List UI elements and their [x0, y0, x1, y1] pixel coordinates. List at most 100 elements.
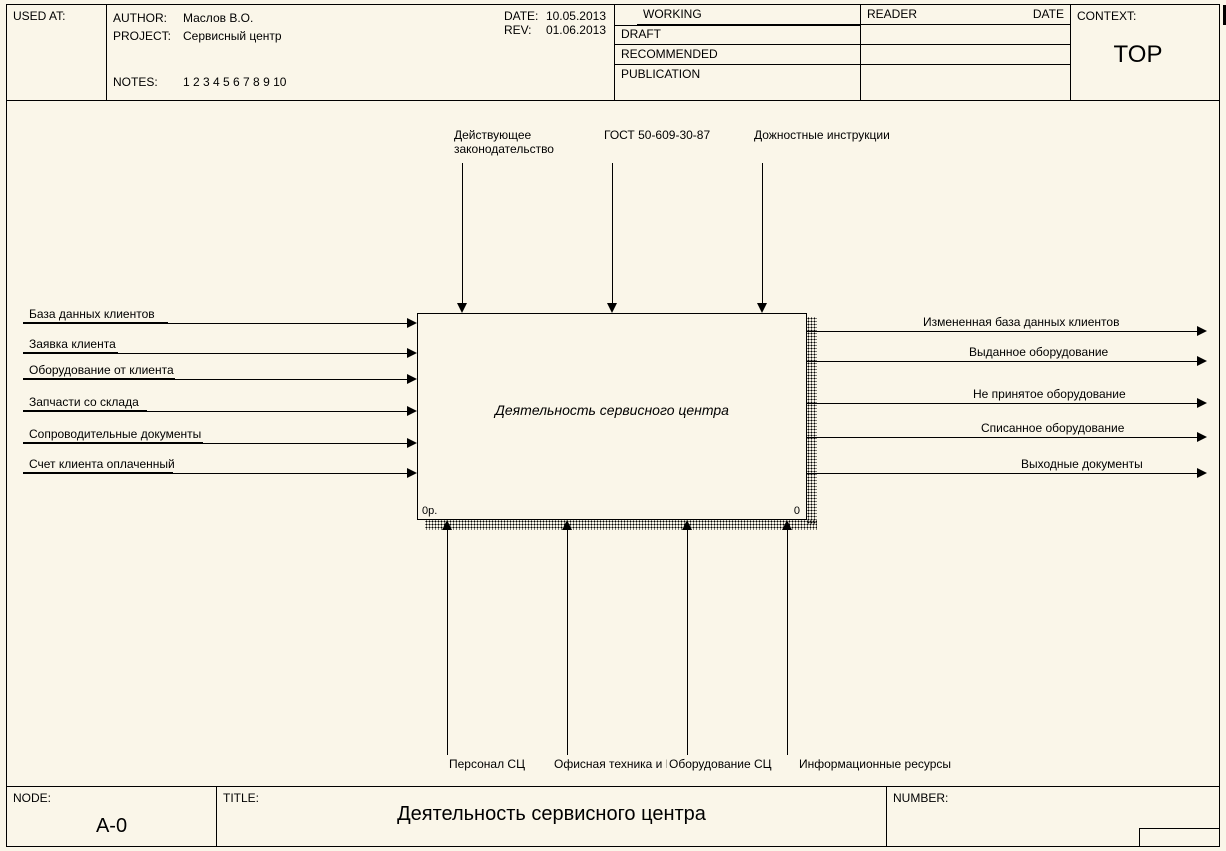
context-label: CONTEXT: [1077, 9, 1136, 23]
input-label: Оборудование от клиента [27, 363, 176, 377]
input-label: База данных клиентов [27, 307, 157, 321]
mechanism-label: Персонал СЦ [447, 757, 527, 771]
input-underline [23, 410, 147, 411]
notes-label: NOTES: [113, 75, 183, 89]
input-arrow-head [407, 406, 417, 416]
mechanism-label: Оборудование СЦ [667, 757, 774, 771]
box-shadow-bottom [425, 520, 817, 530]
output-label: Выходные документы [1019, 457, 1145, 471]
used-at-cell: USED AT: [7, 5, 107, 101]
activity-title: Деятельность сервисного центра [418, 402, 806, 418]
number-label: NUMBER: [893, 791, 948, 805]
activity-br: 0 [794, 505, 800, 517]
input-arrow-line [23, 411, 408, 412]
reader-label: READER [867, 7, 917, 21]
input-arrow-head [407, 374, 417, 384]
control-arrow-head [757, 303, 767, 313]
reader-column: READER DATE [861, 5, 1071, 101]
mechanism-arrow-line [687, 529, 688, 755]
input-arrow-line [23, 379, 408, 380]
input-label: Сопроводительные документы [27, 427, 203, 441]
mechanism-arrow-head [682, 520, 692, 530]
input-underline [23, 352, 118, 353]
output-arrow-head [1197, 468, 1207, 478]
mechanism-arrow-line [787, 529, 788, 755]
mechanism-arrow-line [567, 529, 568, 755]
input-label: Счет клиента оплаченный [27, 457, 177, 471]
control-arrow-line [762, 163, 763, 304]
reader-date-label: DATE [1033, 7, 1064, 21]
diagram-canvas: Деятельность сервисного центра 0р. 0 Баз… [7, 101, 1219, 786]
footer-number-cell: NUMBER: [887, 787, 1219, 846]
input-underline [23, 442, 203, 443]
output-arrow-line [807, 473, 1198, 474]
input-underline [23, 378, 175, 379]
activity-bl: 0р. [422, 505, 437, 517]
status-column: WORKING DRAFT RECOMMENDED PUBLICATION [615, 5, 861, 101]
footer-title-cell: TITLE: Деятельность сервисного центра [217, 787, 887, 846]
output-arrow-line [807, 361, 1198, 362]
control-label: ГОСТ 50-609-30-87 [602, 129, 742, 143]
box-shadow-right [807, 317, 817, 524]
node-label: NODE: [13, 791, 51, 805]
output-label: Не принятое оборудование [971, 387, 1128, 401]
control-label: Дожностные инструкции [752, 129, 892, 143]
input-arrow-head [407, 348, 417, 358]
context-column: CONTEXT: TOP [1071, 5, 1219, 101]
output-arrow-head [1197, 356, 1207, 366]
status-publication: PUBLICATION [621, 67, 700, 81]
input-underline [23, 322, 168, 323]
author-value: Маслов В.О. [183, 11, 253, 25]
activity-box: Деятельность сервисного центра 0р. 0 [417, 313, 807, 520]
rev-value: 01.06.2013 [546, 23, 606, 37]
project-label: PROJECT: [113, 29, 183, 43]
output-arrow-line [807, 437, 1198, 438]
control-arrow-line [612, 163, 613, 304]
output-label: Выданное оборудование [967, 345, 1110, 359]
mechanism-arrow-head [442, 520, 452, 530]
output-arrow-head [1197, 432, 1207, 442]
input-arrow-line [23, 443, 408, 444]
output-arrow-line [807, 403, 1198, 404]
input-arrow-line [23, 353, 408, 354]
node-value: A-0 [7, 815, 216, 838]
input-arrow-line [23, 323, 408, 324]
used-at-label: USED AT: [13, 9, 65, 23]
author-label: AUTHOR: [113, 11, 183, 25]
output-arrow-head [1197, 326, 1207, 336]
mechanism-arrow-line [447, 529, 448, 755]
output-label: Измененная база данных клиентов [921, 315, 1121, 329]
status-draft: DRAFT [621, 27, 661, 41]
input-arrow-head [407, 468, 417, 478]
output-label: Списанное оборудование [979, 421, 1126, 435]
status-working: WORKING [643, 7, 702, 21]
mechanism-label: Информационные ресурсы [797, 757, 953, 771]
header: USED AT: AUTHOR:Маслов В.О. PROJECT:Серв… [7, 5, 1219, 101]
diagram-frame: USED AT: AUTHOR:Маслов В.О. PROJECT:Серв… [6, 4, 1220, 847]
control-label: Действующее законодательство [452, 129, 592, 157]
input-arrow-head [407, 438, 417, 448]
notes-value: 1 2 3 4 5 6 7 8 9 10 [183, 75, 286, 89]
control-arrow-head [607, 303, 617, 313]
input-label: Заявка клиента [27, 337, 118, 351]
footer-node-cell: NODE: A-0 [7, 787, 217, 846]
mechanism-arrow-head [562, 520, 572, 530]
context-value: TOP [1071, 41, 1205, 69]
footer-small-box [1139, 828, 1219, 846]
input-arrow-line [23, 473, 408, 474]
output-arrow-head [1197, 398, 1207, 408]
footer: NODE: A-0 TITLE: Деятельность сервисного… [7, 786, 1219, 846]
mechanism-label: Офисная техника и ПК [552, 757, 683, 771]
title-value: Деятельность сервисного центра [217, 803, 886, 826]
output-arrow-line [807, 331, 1198, 332]
input-arrow-head [407, 318, 417, 328]
mechanism-arrow-head [782, 520, 792, 530]
control-arrow-line [462, 163, 463, 304]
rev-label: REV: [504, 23, 546, 37]
input-label: Запчасти со склада [27, 395, 141, 409]
date-label: DATE: [504, 9, 546, 23]
status-recommended: RECOMMENDED [621, 47, 718, 61]
project-value: Сервисный центр [183, 29, 282, 43]
control-arrow-head [457, 303, 467, 313]
meta-cell: AUTHOR:Маслов В.О. PROJECT:Сервисный цен… [107, 5, 615, 101]
